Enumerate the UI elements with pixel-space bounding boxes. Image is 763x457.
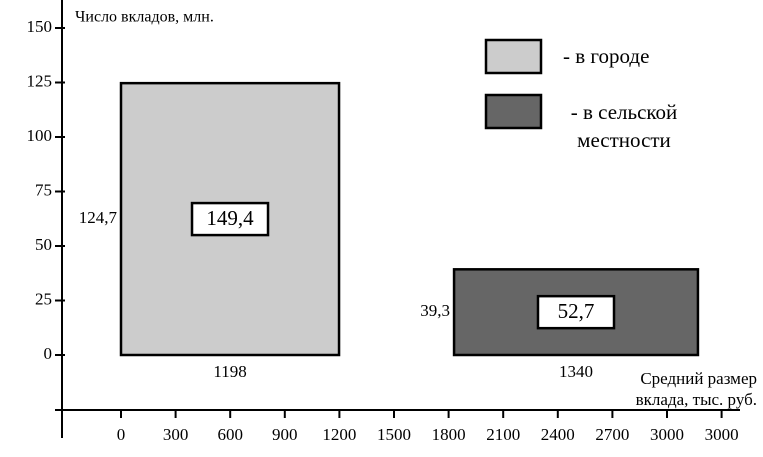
legend-swatch <box>484 38 543 75</box>
y-tick-label: 50 <box>35 235 52 254</box>
x-tick-label: 3000 <box>650 425 684 444</box>
legend-swatch <box>484 93 543 130</box>
area-box <box>190 201 270 237</box>
x-tick-label: 600 <box>217 425 243 444</box>
legend-label: - в городе <box>563 44 650 68</box>
area-label: 149,4 <box>206 206 254 230</box>
x-tick-label: 1200 <box>322 425 356 444</box>
x-axis-title: Средний размер вклада, тыс. руб. <box>635 369 757 409</box>
x-tick-label: 1500 <box>377 425 411 444</box>
legend-label: - в сельской местности <box>570 100 678 152</box>
area-box <box>536 294 616 330</box>
y-tick-label: 125 <box>27 71 53 90</box>
x-tick-label: 2100 <box>486 425 520 444</box>
x-tick-label: 900 <box>272 425 298 444</box>
width-label: 1340 <box>559 362 593 381</box>
y-tick-label: 150 <box>27 17 53 36</box>
value-label: 39,3 <box>420 301 450 320</box>
y-tick-label: 75 <box>35 180 52 199</box>
x-tick-label: 2400 <box>541 425 575 444</box>
x-tick-label: 3000 <box>705 425 739 444</box>
x-tick-label: 0 <box>117 425 126 444</box>
width-label: 1198 <box>213 362 246 381</box>
x-tick-label: 2700 <box>595 425 629 444</box>
area-label: 52,7 <box>558 299 595 323</box>
value-label: 124,7 <box>79 208 118 227</box>
y-tick-label: 100 <box>27 126 53 145</box>
x-tick-label: 1800 <box>432 425 466 444</box>
y-axis-title: Число вкладов, млн. <box>75 9 214 26</box>
y-tick-label: 0 <box>44 344 53 363</box>
x-tick-label: 300 <box>163 425 189 444</box>
y-tick-label: 25 <box>35 289 52 308</box>
